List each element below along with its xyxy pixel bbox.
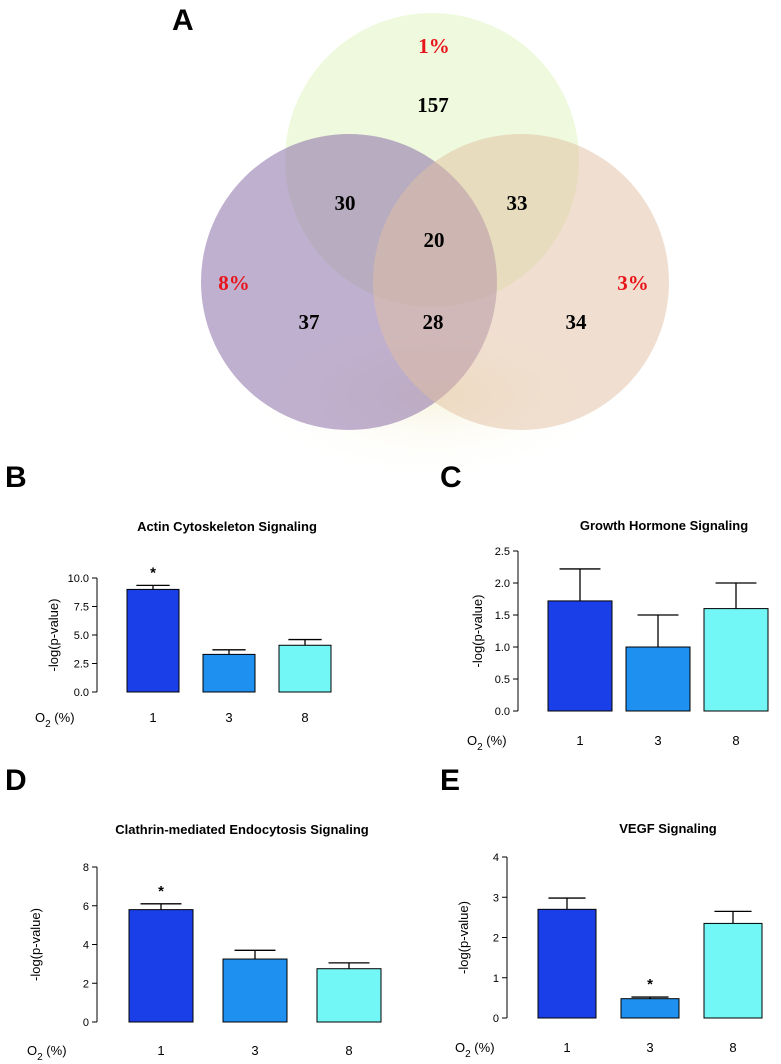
x-axis-label: O2 (%) xyxy=(35,710,75,730)
y-tick-label: 0 xyxy=(83,1017,89,1029)
x-category-label: 1 xyxy=(157,1043,164,1058)
significance-star: * xyxy=(150,564,156,581)
y-tick-label: 4 xyxy=(83,940,89,952)
bar-3 xyxy=(625,646,691,712)
bar-8 xyxy=(703,922,763,1019)
y-tick-label: 0.5 xyxy=(495,674,510,686)
panel-letter-b: B xyxy=(5,461,27,494)
venn-count-1-and-3: 33 xyxy=(507,191,528,215)
x-category-label: 8 xyxy=(345,1043,352,1058)
venn-count-8-and-3: 28 xyxy=(423,310,444,334)
y-tick-label: 2 xyxy=(493,933,499,945)
x-category-label: 8 xyxy=(729,1040,736,1055)
bar-8 xyxy=(703,608,769,712)
y-tick-label: 4 xyxy=(493,852,499,864)
y-tick-label: 0.0 xyxy=(74,687,89,699)
chart-title: Actin Cytoskeleton Signaling xyxy=(137,519,317,534)
panel-letter-d: D xyxy=(5,764,27,797)
x-axis-label: O2 (%) xyxy=(467,733,507,753)
x-category-label: 8 xyxy=(732,733,739,748)
y-tick-label: 5.0 xyxy=(74,630,89,642)
bar-8 xyxy=(278,644,332,693)
venn-label-3pct: 3% xyxy=(617,271,649,295)
venn-count-only-3: 34 xyxy=(566,310,588,334)
panel-letter-c: C xyxy=(440,461,462,494)
venn-count-only-8: 37 xyxy=(299,310,320,334)
chart-title: VEGF Signaling xyxy=(619,821,717,836)
y-tick-label: 6 xyxy=(83,901,89,913)
chart-title: Clathrin-mediated Endocytosis Signaling xyxy=(115,822,369,837)
y-tick-label: 1.0 xyxy=(495,642,510,654)
x-category-label: 3 xyxy=(646,1040,653,1055)
chart-c: C Growth Hormone Signaling 0.0 0.5 1.0 1.5 2.0… xyxy=(440,461,769,753)
x-axis-label: O2 (%) xyxy=(27,1043,67,1063)
x-category-label: 1 xyxy=(149,710,156,725)
venn-label-8pct: 8% xyxy=(218,271,250,295)
y-tick-label: 10.0 xyxy=(68,573,89,585)
y-tick-label: 0.0 xyxy=(495,706,510,718)
panel-letter-a: A xyxy=(172,4,194,37)
x-category-label: 8 xyxy=(301,710,308,725)
significance-star: * xyxy=(158,883,164,900)
y-tick-label: 1.5 xyxy=(495,610,510,622)
bar-3 xyxy=(620,998,680,1019)
x-category-label: 1 xyxy=(576,733,583,748)
x-category-label: 3 xyxy=(654,733,661,748)
panel-letter-e: E xyxy=(440,764,460,797)
venn-label-1pct: 1% xyxy=(418,34,450,58)
bar-charts: B Actin Cytoskeleton Signaling 0.0 2.5 5.0 7.… xyxy=(5,461,769,1063)
y-tick-label: 2.5 xyxy=(74,659,89,671)
bar-1 xyxy=(128,909,194,1023)
venn-count-all: 20 xyxy=(424,228,445,252)
venn-circle-3pct xyxy=(373,134,669,430)
chart-b: B Actin Cytoskeleton Signaling 0.0 2.5 5.0 7.… xyxy=(5,461,332,730)
bar-1 xyxy=(547,600,613,712)
y-tick-label: 2.5 xyxy=(495,546,510,558)
y-tick-label: 7.5 xyxy=(74,602,89,614)
x-category-label: 1 xyxy=(563,1040,570,1055)
y-tick-label: 8 xyxy=(83,862,89,874)
y-axis-label: -log(p-value) xyxy=(456,901,471,974)
y-tick-label: 0 xyxy=(493,1013,499,1025)
bar-8 xyxy=(316,968,382,1023)
chart-title: Growth Hormone Signaling xyxy=(580,518,748,533)
bar-1 xyxy=(126,588,180,693)
bar-1 xyxy=(537,908,597,1019)
chart-e: E VEGF Signaling 0 1 2 3 4 -log(p-value) 1 * 3 8 O2 … xyxy=(440,764,763,1060)
x-axis-label: O2 (%) xyxy=(455,1040,495,1060)
chart-d: D Clathrin-mediated Endocytosis Signaling… xyxy=(5,764,382,1063)
bar-3 xyxy=(202,653,256,693)
y-tick-label: 3 xyxy=(493,892,499,904)
x-category-label: 3 xyxy=(251,1043,258,1058)
y-tick-label: 2 xyxy=(83,978,89,990)
significance-star: * xyxy=(647,976,653,993)
x-category-label: 3 xyxy=(225,710,232,725)
y-axis-label: -log(p-value) xyxy=(28,908,43,981)
venn-count-only-1: 157 xyxy=(417,93,449,117)
bar-3 xyxy=(222,958,288,1023)
y-axis-label: -log(p-value) xyxy=(46,599,61,672)
y-axis-label: -log(p-value) xyxy=(470,595,485,668)
y-tick-label: 1 xyxy=(493,973,499,985)
y-tick-label: 2.0 xyxy=(495,578,510,590)
venn-diagram: A 1% 8% 3% 157 30 33 20 37 28 34 xyxy=(172,4,669,480)
venn-count-1-and-8: 30 xyxy=(335,191,356,215)
